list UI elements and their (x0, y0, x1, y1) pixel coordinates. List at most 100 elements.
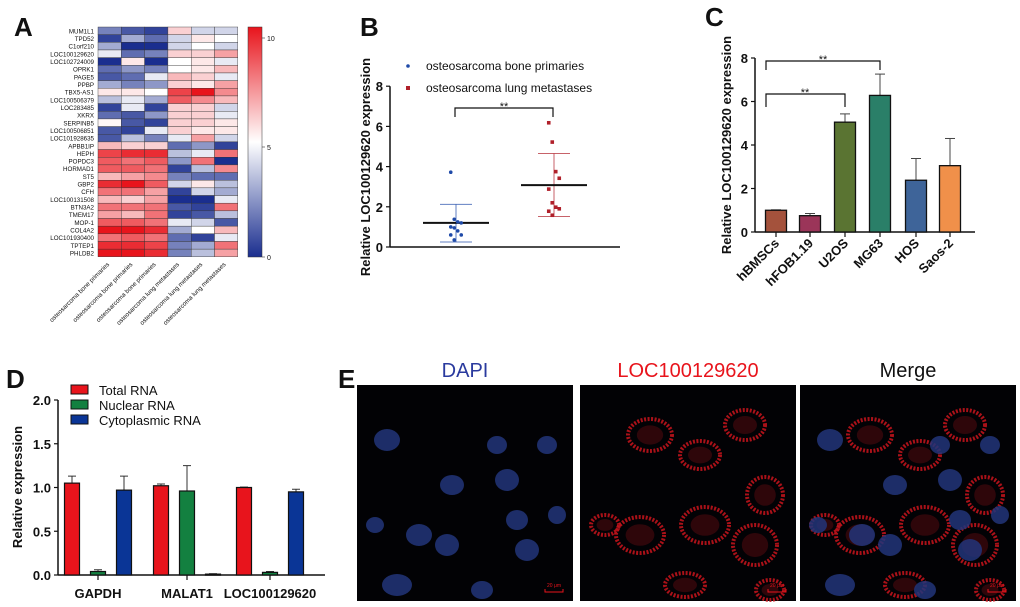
cytoplasm-signal (723, 408, 767, 442)
nucleus (849, 524, 875, 546)
heatmap-cell (190, 241, 215, 250)
heatmap-cell (214, 248, 238, 257)
data-point (546, 120, 551, 125)
heatmap-cell (144, 42, 169, 51)
heatmap-cell (167, 195, 192, 204)
heatmap-row-label: MOP-1 (74, 220, 94, 227)
heatmap-row-label: BTN3A2 (71, 205, 95, 212)
cytoplasm-signal (754, 578, 786, 602)
heatmap-row-label: LOC101928635 (50, 136, 94, 143)
heatmap-cell (97, 164, 122, 173)
panel-label-d: D (6, 364, 25, 394)
heatmap-cell (97, 141, 122, 150)
nucleus (883, 475, 907, 495)
y-tick-label: 0.5 (33, 524, 51, 539)
heatmap-panel: MUM1L1TPD52C1orf210LOC100129620LOC102724… (48, 26, 275, 327)
heatmap-cell (167, 218, 192, 227)
heatmap-cell (190, 126, 215, 135)
nucleus (930, 436, 950, 454)
heatmap-cell (121, 149, 145, 158)
image-title: LOC100129620 (617, 360, 758, 382)
fluorescence-panel: 20 μm DAPI 20 μm LOC100129620 20 μm Merge (357, 360, 1016, 602)
heatmap-cell (121, 141, 145, 150)
legend-label: Cytoplasmic RNA (99, 413, 201, 428)
nucleus (991, 506, 1009, 524)
bar (89, 570, 107, 576)
heatmap-cell (144, 172, 169, 181)
y-tick-label: 2.0 (33, 393, 51, 408)
heatmap-cell (97, 34, 122, 43)
nucleus (878, 534, 902, 556)
heatmap-cell (214, 164, 238, 173)
heatmap-cell (167, 72, 192, 81)
heatmap-row-label: POPDC3 (69, 159, 95, 166)
heatmap-cell (121, 241, 145, 250)
heatmap-row-label: XKRX (77, 113, 94, 120)
heatmap-cell (121, 164, 145, 173)
heatmap-cell (121, 80, 145, 89)
bar (63, 482, 81, 576)
heatmap-cell (97, 202, 122, 212)
scale-bar (987, 589, 1007, 593)
x-tick-label: Saos-2 (915, 236, 956, 277)
bar (235, 486, 253, 576)
data-point (455, 229, 460, 233)
cytoplasm-signal (899, 505, 951, 545)
cytoplasm-signal (910, 514, 940, 536)
heatmap-cell (214, 134, 238, 143)
heatmap-cell (190, 80, 215, 89)
heatmap-cell (144, 95, 169, 104)
heatmap-row-label: TPD52 (75, 36, 95, 43)
heatmap-cell (190, 210, 215, 219)
heatmap-cell (190, 65, 215, 74)
heatmap-cell (167, 118, 192, 127)
heatmap-cell (214, 126, 238, 135)
nucleus (495, 469, 519, 491)
heatmap-cell (121, 157, 145, 166)
nucleus (471, 581, 493, 599)
heatmap-cell (144, 149, 169, 158)
heatmap-cell (190, 179, 215, 189)
y-tick-label: 2 (376, 200, 383, 215)
heatmap-cell (214, 57, 238, 66)
heatmap-cell (190, 149, 215, 158)
merge-image: 20 μm (800, 385, 1016, 602)
data-point (459, 233, 464, 237)
heatmap-cell (190, 187, 215, 196)
panel-label-a: A (14, 12, 33, 42)
cytoplasm-signal (741, 533, 769, 557)
heatmap-cell (121, 134, 145, 143)
heatmap-cell (214, 80, 238, 89)
heatmap-cell (190, 164, 215, 173)
nucleus (809, 517, 827, 533)
panel-label-c: C (705, 2, 724, 32)
heatmap-row-label: PAGE5 (74, 74, 95, 81)
y-axis-label: Relative LOC100129620 expression (358, 58, 373, 276)
nucleus (537, 436, 557, 454)
heatmap-cell (190, 42, 215, 51)
scale-bar-label: 20 μm (990, 583, 1004, 589)
legend-label: Total RNA (99, 383, 158, 398)
heatmap-cell (214, 241, 238, 250)
nucleus (914, 581, 936, 599)
colorbar-tick-label: 0 (267, 255, 271, 262)
cytoplasm-signal (898, 439, 942, 471)
legend-swatch (70, 384, 89, 395)
nucleus (374, 429, 400, 451)
heatmap-row-label: LOC100506379 (50, 97, 94, 104)
legend-label: osteosarcoma lung metastases (426, 81, 592, 95)
heatmap-row-label: LOC283485 (61, 105, 95, 112)
heatmap-cell (121, 111, 145, 120)
heatmap-cell (144, 141, 169, 150)
significance-label: ** (819, 54, 828, 66)
heatmap-cell (214, 111, 238, 120)
heatmap-cell (97, 118, 122, 127)
cytoplasm-signal (943, 408, 987, 442)
heatmap-cell (144, 118, 169, 127)
cytoplasm-signal (673, 577, 697, 593)
legend-marker (406, 64, 410, 68)
heatmap-cell (144, 248, 169, 257)
heatmap-row-label: HORMAD1 (63, 166, 94, 173)
heatmap-cell (144, 210, 169, 219)
y-tick-label: 4 (741, 138, 749, 153)
